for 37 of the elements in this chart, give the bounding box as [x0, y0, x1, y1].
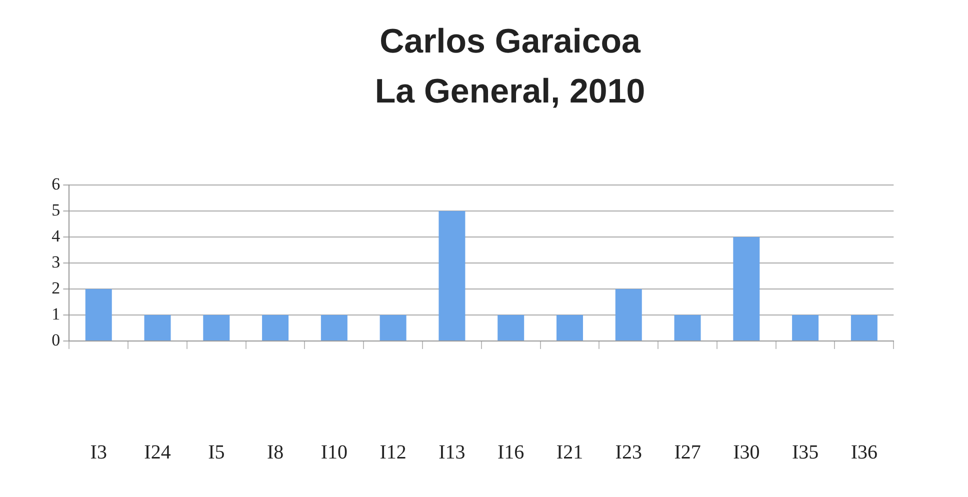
bar	[262, 315, 289, 340]
bar	[556, 315, 583, 340]
bar	[438, 211, 466, 340]
bar	[380, 315, 406, 340]
x-tick-label: I23	[615, 441, 642, 464]
chart-title: Carlos Garaicoa	[380, 22, 642, 60]
y-tick-label: 2	[52, 278, 60, 298]
chart-subtitle: La General, 2010	[374, 72, 646, 110]
y-tick-label: 0	[52, 330, 60, 350]
bar	[498, 315, 524, 340]
y-tick-label: 1	[52, 304, 60, 324]
x-tick-label: I5	[208, 441, 225, 464]
bar	[320, 315, 348, 340]
x-tick-label: I3	[90, 441, 107, 464]
x-tick-label: I10	[320, 441, 348, 464]
y-tick-label: 6	[52, 174, 60, 194]
bar	[850, 315, 878, 340]
bar	[144, 315, 171, 340]
x-tick-label: I30	[733, 441, 760, 464]
x-tick-label: I36	[850, 441, 878, 464]
x-tick-label: I21	[556, 441, 584, 464]
bar	[203, 315, 230, 340]
x-tick-label: I24	[144, 441, 171, 464]
y-tick-label: 4	[52, 226, 61, 246]
x-tick-label: I8	[266, 441, 284, 464]
bar	[792, 315, 819, 340]
x-tick-label: I13	[438, 441, 466, 464]
y-tick-label: 5	[52, 200, 60, 220]
bar	[85, 289, 112, 340]
x-tick-label: I35	[792, 441, 819, 464]
bar	[615, 289, 642, 340]
x-tick-label: I12	[380, 441, 406, 464]
y-tick-label: 3	[52, 252, 60, 272]
x-tick-label: I27	[674, 441, 701, 464]
bar	[674, 315, 701, 340]
bar	[733, 237, 760, 340]
x-tick-label: I16	[498, 441, 524, 464]
